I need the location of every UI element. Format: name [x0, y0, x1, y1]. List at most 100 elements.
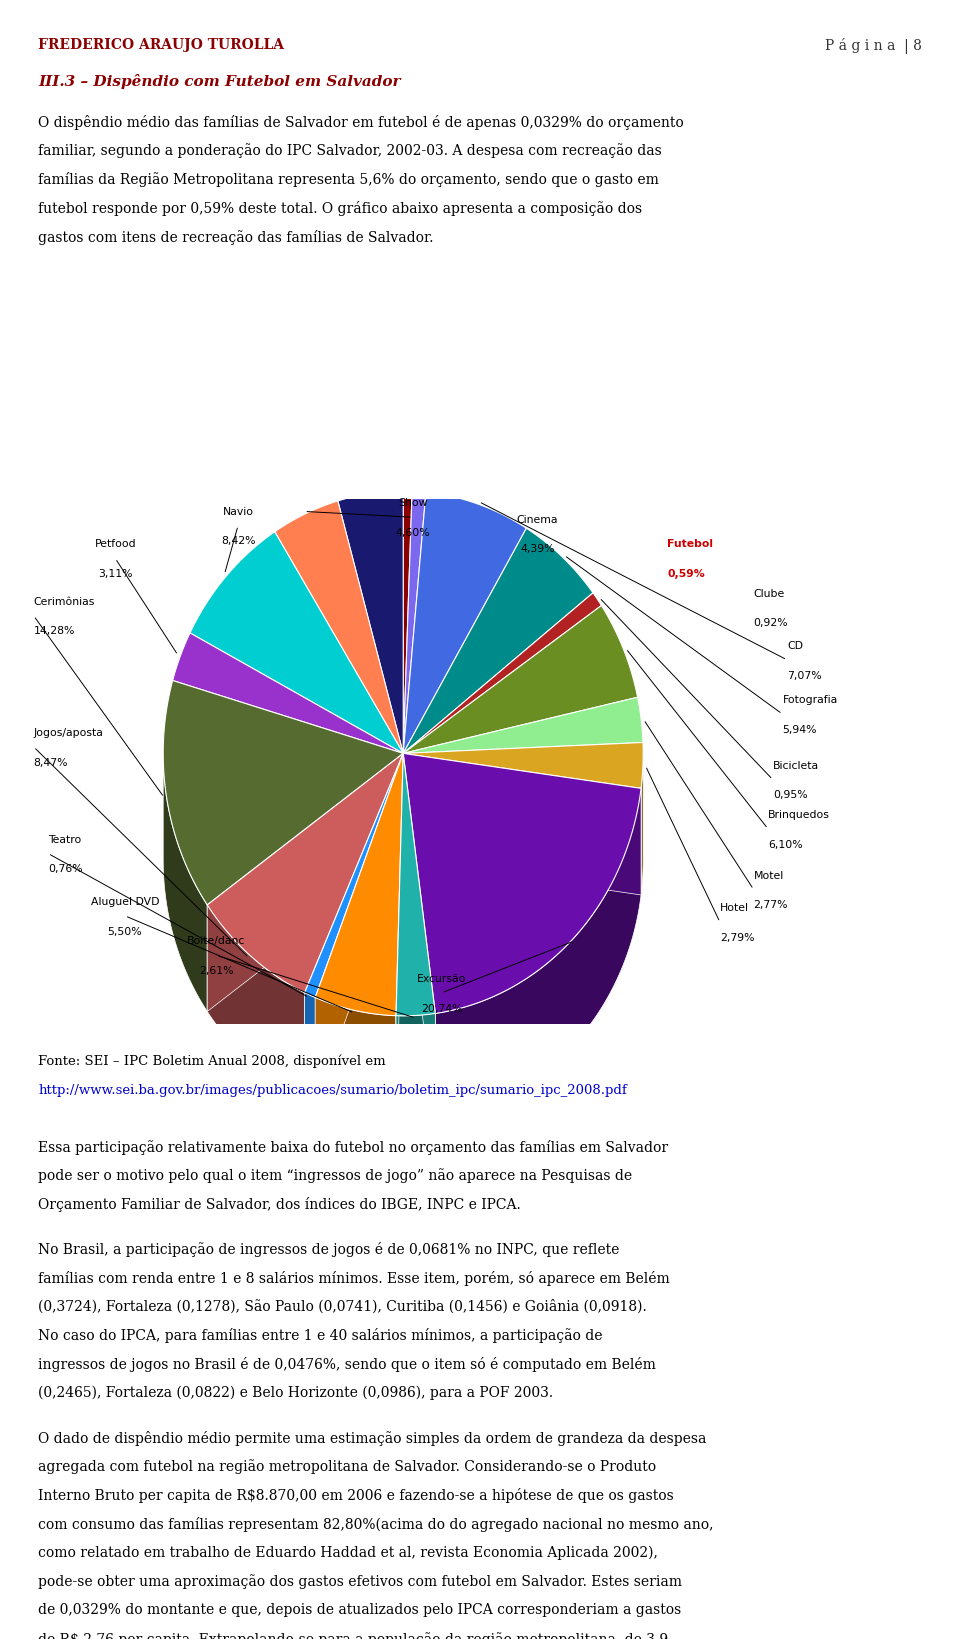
Polygon shape	[173, 634, 403, 754]
Polygon shape	[403, 754, 435, 1121]
Text: Bicicleta: Bicicleta	[773, 760, 819, 770]
Text: de 0,0329% do montante e que, depois de atualizados pelo IPCA corresponderiam a : de 0,0329% do montante e que, depois de …	[38, 1603, 682, 1616]
Text: famílias da Região Metropolitana representa 5,6% do orçamento, sendo que o gasto: famílias da Região Metropolitana represe…	[38, 172, 660, 187]
Polygon shape	[190, 533, 403, 754]
Polygon shape	[403, 742, 643, 788]
Text: Interno Bruto per capita de R$8.870,00 em 2006 e fazendo-se a hipótese de que os: Interno Bruto per capita de R$8.870,00 e…	[38, 1488, 674, 1503]
Polygon shape	[396, 754, 435, 1016]
Text: gastos com itens de recreação das famílias de Salvador.: gastos com itens de recreação das famíli…	[38, 229, 434, 244]
Polygon shape	[304, 754, 403, 998]
Polygon shape	[304, 754, 403, 1100]
Text: 0,92%: 0,92%	[754, 618, 788, 628]
Text: Essa participação relativamente baixa do futebol no orçamento das famílias em Sa: Essa participação relativamente baixa do…	[38, 1139, 668, 1154]
Text: futebol responde por 0,59% deste total. O gráfico abaixo apresenta a composição : futebol responde por 0,59% deste total. …	[38, 200, 642, 216]
Polygon shape	[207, 905, 304, 1100]
Polygon shape	[207, 754, 403, 1011]
Polygon shape	[304, 754, 403, 1100]
Polygon shape	[396, 754, 403, 1123]
Text: Aluguel DVD: Aluguel DVD	[90, 897, 159, 906]
Text: 2,79%: 2,79%	[720, 933, 755, 942]
Polygon shape	[163, 682, 403, 905]
Text: 4,60%: 4,60%	[396, 528, 430, 538]
Text: (0,2465), Fortaleza (0,0822) e Belo Horizonte (0,0986), para a POF 2003.: (0,2465), Fortaleza (0,0822) e Belo Hori…	[38, 1385, 554, 1400]
Text: Clube: Clube	[754, 588, 785, 598]
Text: Cerimônias: Cerimônias	[34, 597, 95, 606]
Text: 7,07%: 7,07%	[787, 670, 822, 680]
Polygon shape	[403, 492, 426, 754]
Polygon shape	[435, 788, 641, 1121]
Polygon shape	[396, 1015, 435, 1123]
Text: 5,50%: 5,50%	[108, 926, 142, 936]
Text: de R$ 2,76 per capita. Extrapolando-se para a população da região metropolitana,: de R$ 2,76 per capita. Extrapolando-se p…	[38, 1631, 668, 1639]
Text: 4,39%: 4,39%	[520, 544, 555, 554]
Text: Hotel: Hotel	[720, 903, 749, 913]
Polygon shape	[315, 754, 403, 1105]
Text: 20,74%: 20,74%	[420, 1003, 463, 1013]
Text: 0,76%: 0,76%	[48, 864, 83, 874]
Text: CD: CD	[787, 641, 804, 651]
Polygon shape	[403, 529, 593, 754]
Polygon shape	[207, 754, 403, 993]
Polygon shape	[275, 502, 403, 754]
Text: 0,59%: 0,59%	[667, 569, 705, 579]
Polygon shape	[315, 754, 403, 1016]
Text: pode-se obter uma aproximação dos gastos efetivos com futebol em Salvador. Estes: pode-se obter uma aproximação dos gastos…	[38, 1573, 683, 1588]
Text: Excursão: Excursão	[417, 974, 467, 983]
Text: Orçamento Familiar de Salvador, dos índices do IBGE, INPC e IPCA.: Orçamento Familiar de Salvador, dos índi…	[38, 1196, 521, 1211]
Text: 0,95%: 0,95%	[773, 790, 807, 800]
Polygon shape	[163, 754, 207, 1011]
Polygon shape	[315, 754, 403, 1105]
Text: P á g i n a  | 8: P á g i n a | 8	[825, 38, 922, 54]
Polygon shape	[403, 593, 601, 754]
Text: Boite/danc: Boite/danc	[187, 936, 245, 946]
Text: como relatado em trabalho de Eduardo Haddad et al, revista Economia Aplicada 200: como relatado em trabalho de Eduardo Had…	[38, 1546, 659, 1559]
Text: 2,77%: 2,77%	[754, 900, 788, 910]
Polygon shape	[403, 754, 641, 895]
Text: Cinema: Cinema	[516, 515, 559, 524]
Text: 8,47%: 8,47%	[34, 757, 68, 767]
Text: No Brasil, a participação de ingressos de jogos é de 0,0681% no INPC, que reflet: No Brasil, a participação de ingressos d…	[38, 1242, 620, 1257]
Text: No caso do IPCA, para famílias entre 1 e 40 salários mínimos, a participação de: No caso do IPCA, para famílias entre 1 e…	[38, 1328, 603, 1342]
Text: O dispêndio médio das famílias de Salvador em futebol é de apenas 0,0329% do orç: O dispêndio médio das famílias de Salvad…	[38, 115, 684, 129]
Text: Brinquedos: Brinquedos	[768, 810, 829, 820]
Text: http://www.sei.ba.gov.br/images/publicacoes/sumario/boletim_ipc/sumario_ipc_2008: http://www.sei.ba.gov.br/images/publicac…	[38, 1083, 627, 1096]
Polygon shape	[396, 754, 403, 1123]
Text: Jogos/aposta: Jogos/aposta	[34, 728, 104, 738]
Polygon shape	[403, 606, 637, 754]
Polygon shape	[338, 492, 403, 754]
Text: Futebol: Futebol	[667, 539, 713, 549]
Text: 8,42%: 8,42%	[221, 536, 255, 546]
Text: 6,10%: 6,10%	[768, 839, 803, 849]
Text: O dado de dispêndio médio permite uma estimação simples da ordem de grandeza da : O dado de dispêndio médio permite uma es…	[38, 1431, 707, 1446]
Text: Motel: Motel	[754, 870, 784, 880]
Text: Navio: Navio	[223, 506, 253, 516]
Polygon shape	[641, 754, 643, 895]
Text: (0,3724), Fortaleza (0,1278), São Paulo (0,0741), Curitiba (0,1456) e Goiânia (0: (0,3724), Fortaleza (0,1278), São Paulo …	[38, 1300, 647, 1313]
Polygon shape	[403, 698, 643, 754]
Polygon shape	[315, 998, 396, 1123]
Text: FREDERICO ARAUJO TUROLLA: FREDERICO ARAUJO TUROLLA	[38, 38, 284, 52]
Text: 2,61%: 2,61%	[199, 965, 233, 975]
Text: Fonte: SEI – IPC Boletim Anual 2008, disponível em: Fonte: SEI – IPC Boletim Anual 2008, dis…	[38, 1054, 386, 1067]
Text: Show: Show	[398, 498, 427, 508]
Polygon shape	[403, 754, 641, 895]
Text: 5,94%: 5,94%	[782, 724, 817, 734]
Text: Teatro: Teatro	[48, 834, 82, 844]
Text: com consumo das famílias representam 82,80%(acima do do agregado nacional no mes: com consumo das famílias representam 82,…	[38, 1516, 714, 1531]
Polygon shape	[403, 493, 526, 754]
Polygon shape	[304, 993, 315, 1105]
Text: familiar, segundo a ponderação do IPC Salvador, 2002-03. A despesa com recreação: familiar, segundo a ponderação do IPC Sa…	[38, 143, 662, 159]
Text: pode ser o motivo pelo qual o item “ingressos de jogo” não aparece na Pesquisas : pode ser o motivo pelo qual o item “ingr…	[38, 1167, 633, 1183]
Polygon shape	[207, 754, 403, 1011]
Text: Fotografia: Fotografia	[782, 695, 838, 705]
Polygon shape	[403, 754, 435, 1121]
Text: 14,28%: 14,28%	[34, 626, 75, 636]
Text: famílias com renda entre 1 e 8 salários mínimos. Esse item, porém, só aparece em: famílias com renda entre 1 e 8 salários …	[38, 1270, 670, 1285]
Text: agregada com futebol na região metropolitana de Salvador. Considerando-se o Prod: agregada com futebol na região metropoli…	[38, 1459, 657, 1473]
Text: Petfood: Petfood	[94, 539, 136, 549]
Polygon shape	[403, 492, 412, 754]
Polygon shape	[403, 754, 641, 1015]
Text: III.3 – Dispêndio com Futebol em Salvador: III.3 – Dispêndio com Futebol em Salvado…	[38, 74, 401, 89]
Text: 3,11%: 3,11%	[98, 569, 132, 579]
Text: ingressos de jogos no Brasil é de 0,0476%, sendo que o item só é computado em Be: ingressos de jogos no Brasil é de 0,0476…	[38, 1357, 657, 1372]
